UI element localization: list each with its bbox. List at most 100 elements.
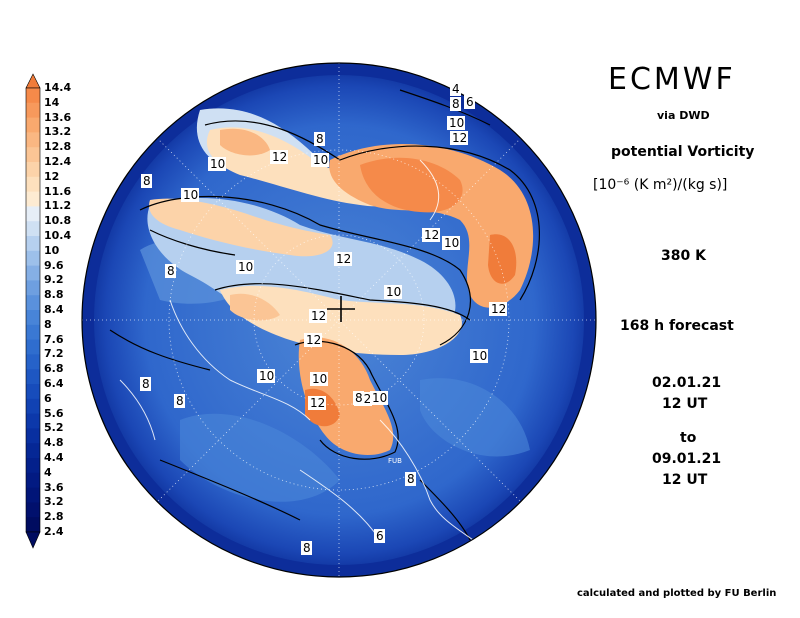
contour-label-bg (464, 95, 475, 109)
credit-line: calculated and plotted by FU Berlin (577, 588, 777, 599)
contour-label-bg (308, 396, 326, 410)
scale-label: 4.4 (44, 451, 64, 464)
contour-label-bg (181, 188, 199, 202)
scale-label: 14.4 (44, 81, 72, 94)
scale-cell (26, 384, 40, 400)
contour-label-bg (353, 391, 364, 405)
contour-label: 12 (336, 252, 351, 266)
contour-label: 8 (316, 132, 324, 146)
contour-label-bg (442, 236, 460, 250)
parameter-name: potential Vorticity (611, 144, 755, 160)
contour-line (294, 340, 399, 460)
scale-cell (26, 502, 40, 518)
scale-label: 11.2 (44, 199, 72, 213)
contour-label: 12 (272, 150, 287, 164)
contour-label: 8 (407, 472, 415, 486)
contour-label: 12 (310, 396, 325, 410)
contour-label-bg (311, 153, 329, 167)
contour-label-bg (174, 394, 185, 408)
contour-label-bg (370, 391, 388, 405)
scale-label: 2.4 (44, 525, 64, 538)
contour-label: 8 (303, 541, 311, 555)
contour-label: 6 (376, 529, 384, 543)
contour-label: 10 (313, 153, 328, 167)
contour-label-bg (405, 472, 416, 486)
scale-label: 7.6 (44, 332, 64, 346)
scale-label: 6 (44, 391, 52, 405)
contour-line (159, 459, 301, 521)
scale-label: 12.4 (44, 155, 72, 168)
contour-label-bg (301, 541, 312, 555)
contour-label-bg (236, 260, 254, 274)
contour-label-bg (447, 116, 465, 130)
orange-core-east (360, 157, 463, 213)
model-title: ECMWF (608, 62, 736, 97)
contour-label-bg (270, 150, 288, 164)
scale-label: 13.2 (44, 125, 72, 139)
scale-label: 4 (44, 465, 52, 479)
scale-cell (26, 162, 40, 178)
orange-patch-central (230, 293, 280, 321)
scale-label: 3.2 (44, 495, 64, 509)
scale-label: 12.8 (44, 140, 72, 154)
contour-label-bg (304, 333, 322, 347)
coastline (299, 469, 381, 541)
contour-label: 12 (452, 131, 467, 145)
scale-label: 3.6 (44, 480, 64, 494)
scale-cell (26, 413, 40, 429)
contour-label: 8 (176, 394, 184, 408)
scale-cell (26, 147, 40, 163)
isentropic-level: 380 K (661, 248, 706, 264)
scale-label: 8.4 (44, 303, 64, 316)
contour-label-bg (140, 377, 151, 391)
color-scale-cells (25, 73, 41, 549)
contour-label: 10 (449, 116, 464, 130)
contour-label-bg (257, 369, 275, 383)
scale-cell (26, 102, 40, 119)
scale-cell (26, 310, 40, 326)
scale-cell (26, 398, 40, 415)
contour-label-bg (450, 131, 468, 145)
scale-cell (26, 176, 40, 193)
contour-label: 10 (238, 260, 253, 274)
valid-to-time: 12 UT (662, 472, 708, 488)
scale-cell (26, 88, 40, 104)
scale-cell (26, 472, 40, 489)
scale-cell (26, 265, 40, 281)
valid-to-date: 09.01.21 (652, 451, 722, 467)
scale-label: 10 (44, 243, 60, 257)
scale-label: 7.2 (44, 347, 64, 361)
scale-cell (26, 132, 40, 148)
scale-cell (26, 339, 40, 355)
scale-label: 6.8 (44, 362, 64, 376)
scale-label: 14 (44, 95, 60, 109)
grid-parallel (253, 234, 425, 406)
scale-label: 12 (44, 169, 60, 183)
valid-from-date: 02.01.21 (652, 375, 722, 391)
scale-label: 13.6 (44, 110, 72, 124)
valid-from-time: 12 UT (662, 396, 708, 412)
contour-label: 8 (167, 264, 175, 278)
contour-label: 10 (444, 236, 459, 250)
contour-lines (109, 89, 540, 541)
contour-label-layer: 4861012810121081012108101210121212101210… (140, 82, 507, 555)
map-disc-border (81, 62, 597, 578)
contour-line (419, 479, 471, 541)
contour-label-bg (314, 132, 325, 146)
contour-label: 8 (143, 174, 151, 188)
scale-label: 9.2 (44, 273, 64, 287)
scale-label: 4.8 (44, 436, 64, 450)
coastline (419, 159, 440, 221)
scale-label: 10.8 (44, 214, 72, 228)
field-patch-southwest (180, 413, 340, 502)
scale-label: 5.6 (44, 406, 64, 420)
scale-arrow-bottom (25, 531, 41, 549)
scale-cell (26, 458, 40, 474)
scale-label: 11.6 (44, 184, 72, 198)
data-source: via DWD (657, 109, 710, 122)
contour-label: 12 (491, 302, 506, 316)
scale-cell (26, 221, 40, 237)
grid-meridian (156, 137, 522, 503)
scale-label: 8.8 (44, 288, 64, 302)
